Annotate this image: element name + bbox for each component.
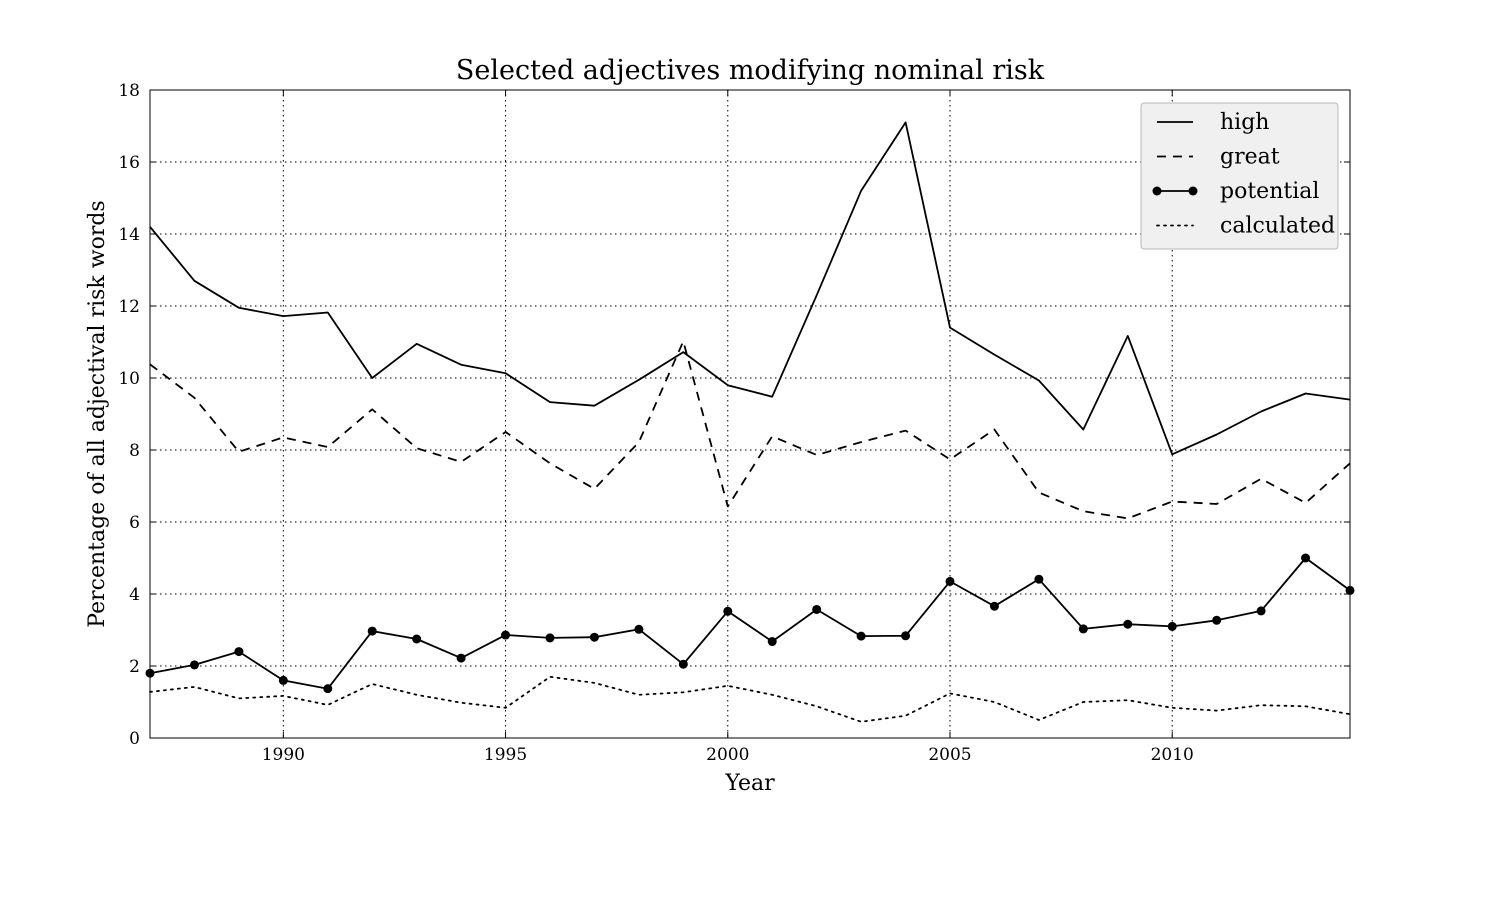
data-point — [901, 631, 911, 641]
data-point — [1301, 553, 1311, 563]
data-point — [1078, 624, 1088, 634]
x-tick-label: 2010 — [1151, 745, 1194, 765]
series-line-great — [149, 340, 1351, 520]
legend-box — [1140, 102, 1339, 250]
y-axis-title: Percentage of all adjectival risk words — [85, 200, 110, 627]
data-point — [412, 634, 422, 644]
series-potential — [145, 553, 1355, 694]
y-tick-label: 10 — [118, 369, 140, 389]
legend-label-great: great — [1220, 145, 1280, 170]
x-tick-label: 2000 — [706, 745, 749, 765]
data-point — [989, 601, 999, 611]
x-tick-label: 1990 — [262, 745, 305, 765]
data-point — [456, 653, 466, 663]
y-tick-label: 8 — [129, 441, 140, 461]
data-point — [812, 604, 822, 614]
data-point — [545, 633, 555, 643]
data-point — [1212, 615, 1222, 625]
data-point — [501, 630, 511, 640]
series-line-calculated — [149, 675, 1351, 723]
series-line-potential — [149, 557, 1351, 690]
x-axis-title: Year — [724, 771, 775, 796]
series-great — [149, 340, 1351, 520]
legend-label-calculated: calculated — [1220, 214, 1335, 239]
y-tick-label: 14 — [118, 225, 140, 245]
legend-marker — [1188, 186, 1198, 196]
data-point — [1256, 606, 1266, 616]
series-line-high — [149, 121, 1351, 456]
x-tick-label: 2005 — [928, 745, 971, 765]
data-point — [767, 637, 777, 647]
data-point — [1167, 621, 1177, 631]
data-point — [945, 576, 955, 586]
legend-label-potential: potential — [1220, 179, 1319, 204]
data-point — [189, 660, 199, 670]
x-tick-label: 1995 — [484, 745, 527, 765]
data-point — [589, 632, 599, 642]
data-point — [278, 675, 288, 685]
plot-frame — [149, 89, 1351, 739]
y-tick-label: 16 — [118, 153, 140, 173]
data-point — [723, 606, 733, 616]
series-lines — [145, 121, 1355, 723]
legend: high great potential calculated — [1140, 102, 1339, 250]
data-point — [678, 659, 688, 669]
y-tick-label: 6 — [129, 513, 140, 533]
series-calculated — [149, 675, 1351, 723]
legend-marker — [1152, 186, 1162, 196]
y-tick-label: 4 — [129, 585, 140, 605]
data-point — [856, 631, 866, 641]
chart-title: Selected adjectives modifying nominal ri… — [456, 55, 1045, 86]
data-point — [634, 624, 644, 634]
legend-label-high: high — [1220, 110, 1269, 135]
data-point — [367, 626, 377, 636]
y-tick-label: 12 — [118, 297, 140, 317]
y-tick-label: 18 — [118, 81, 140, 101]
y-tick-label: 0 — [129, 729, 140, 749]
y-tick-label: 2 — [129, 657, 140, 677]
axis-ticks: 1990 1995 2000 2005 2010 0 2 4 6 8 10 12 14 16 18 — [118, 81, 1350, 765]
series-high — [149, 121, 1351, 456]
data-point — [323, 684, 333, 694]
data-point — [234, 647, 244, 657]
data-point — [1034, 574, 1044, 584]
data-point — [1123, 619, 1133, 629]
